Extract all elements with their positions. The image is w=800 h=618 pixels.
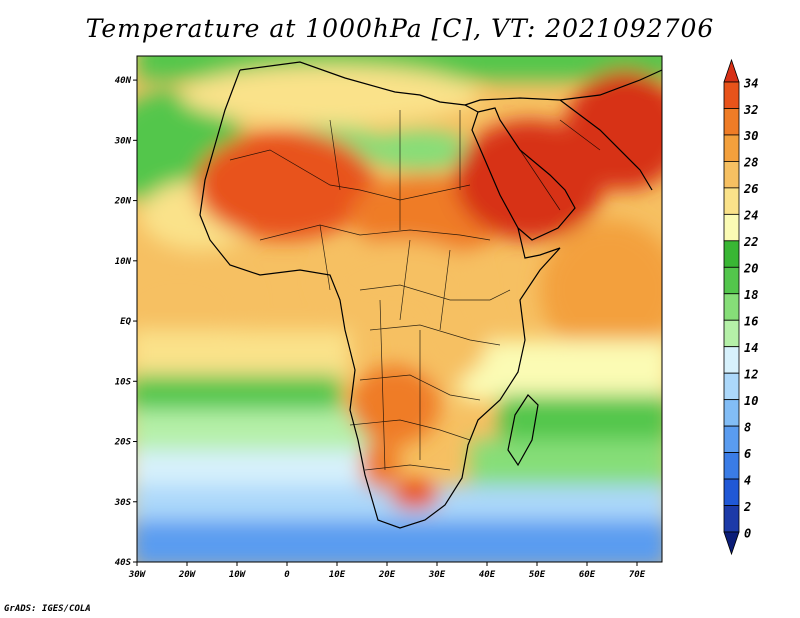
lon-tick-label: 20E — [378, 570, 396, 580]
map-frame — [136, 55, 663, 563]
colorbar-label: 12 — [744, 367, 758, 381]
colorbar-label: 28 — [743, 156, 758, 170]
lat-tick-label: 40N — [115, 76, 132, 86]
colorbar-label: 20 — [743, 262, 758, 276]
coastline — [199, 61, 662, 529]
colorbar-swatch — [723, 293, 740, 321]
colorbar-swatch — [723, 108, 740, 136]
colorbar-swatch — [723, 187, 740, 215]
lon-tick-label: 40E — [479, 570, 496, 580]
colorbar-label: 18 — [744, 288, 758, 302]
colorbar-swatch — [723, 478, 740, 506]
grads-credit: GrADS: IGES/COLA — [4, 604, 91, 614]
lon-tick-label: 30E — [428, 570, 446, 580]
lon-tick-label: 50E — [529, 570, 546, 580]
lon-tick-label: 10W — [229, 570, 247, 580]
lat-tick-label: 40S — [115, 558, 132, 568]
colorbar-label: 24 — [743, 209, 758, 223]
lon-tick-label: 60E — [579, 570, 596, 580]
colorbar-swatch — [723, 213, 740, 242]
lon-tick-label: 10E — [329, 570, 346, 580]
colorbar-swatch — [723, 134, 740, 162]
colorbar-swatch — [723, 240, 740, 268]
map-title: Temperature at 1000hPa [C], VT: 20210927… — [85, 14, 715, 43]
latitude-axis: 40N 30N 20N 10N EQ 10S 20S 30S 40S — [114, 76, 137, 568]
lat-tick-label: 20S — [114, 438, 132, 448]
colorbar-swatch — [723, 452, 740, 480]
colorbar-label: 0 — [744, 526, 751, 540]
lat-tick-label: 10S — [115, 377, 132, 387]
colorbar-min-triangle — [723, 531, 740, 556]
colorbar-label: 4 — [744, 473, 751, 487]
colorbar-label: 26 — [743, 182, 758, 196]
colorbar-label: 22 — [743, 235, 758, 249]
colorbar-swatch — [723, 266, 740, 295]
colorbar-label: 2 — [743, 500, 751, 514]
colorbar-label: 10 — [744, 394, 758, 408]
lon-tick-label: 0 — [284, 570, 290, 580]
colorbar-label: 6 — [744, 447, 751, 461]
colorbar-swatch — [723, 399, 740, 427]
lat-tick-label: 10N — [115, 257, 132, 267]
colorbar-max-triangle — [723, 58, 740, 83]
lat-tick-label: EQ — [120, 317, 131, 327]
colorbar-swatch — [723, 346, 740, 374]
lon-tick-label: 30W — [128, 570, 147, 580]
colorbar-swatch — [723, 81, 740, 109]
lat-tick-label: 30S — [114, 498, 132, 508]
colorbar-label: 30 — [743, 129, 758, 143]
lat-tick-label: 20N — [114, 197, 132, 207]
colorbar-label: 8 — [744, 420, 751, 434]
colorbar-label: 34 — [743, 76, 758, 90]
colorbar-label: 16 — [744, 315, 758, 329]
lon-tick-label: 70E — [629, 570, 646, 580]
colorbar-swatch — [723, 372, 740, 401]
country-borders — [229, 110, 601, 471]
colorbar-swatch — [723, 425, 740, 453]
colorbar-swatch — [723, 161, 740, 189]
longitude-axis: 30W 20W 10W 0 10E 20E 30E 40E 50E 60E 70E — [128, 562, 646, 580]
lat-tick-label: 30N — [114, 136, 132, 146]
colorbar-label: 32 — [743, 103, 758, 117]
lon-tick-label: 20W — [178, 570, 197, 580]
temperature-field — [137, 56, 662, 562]
colorbar-swatch — [723, 319, 740, 348]
colorbar-label: 14 — [744, 341, 758, 355]
colorbar-swatch — [723, 505, 740, 533]
